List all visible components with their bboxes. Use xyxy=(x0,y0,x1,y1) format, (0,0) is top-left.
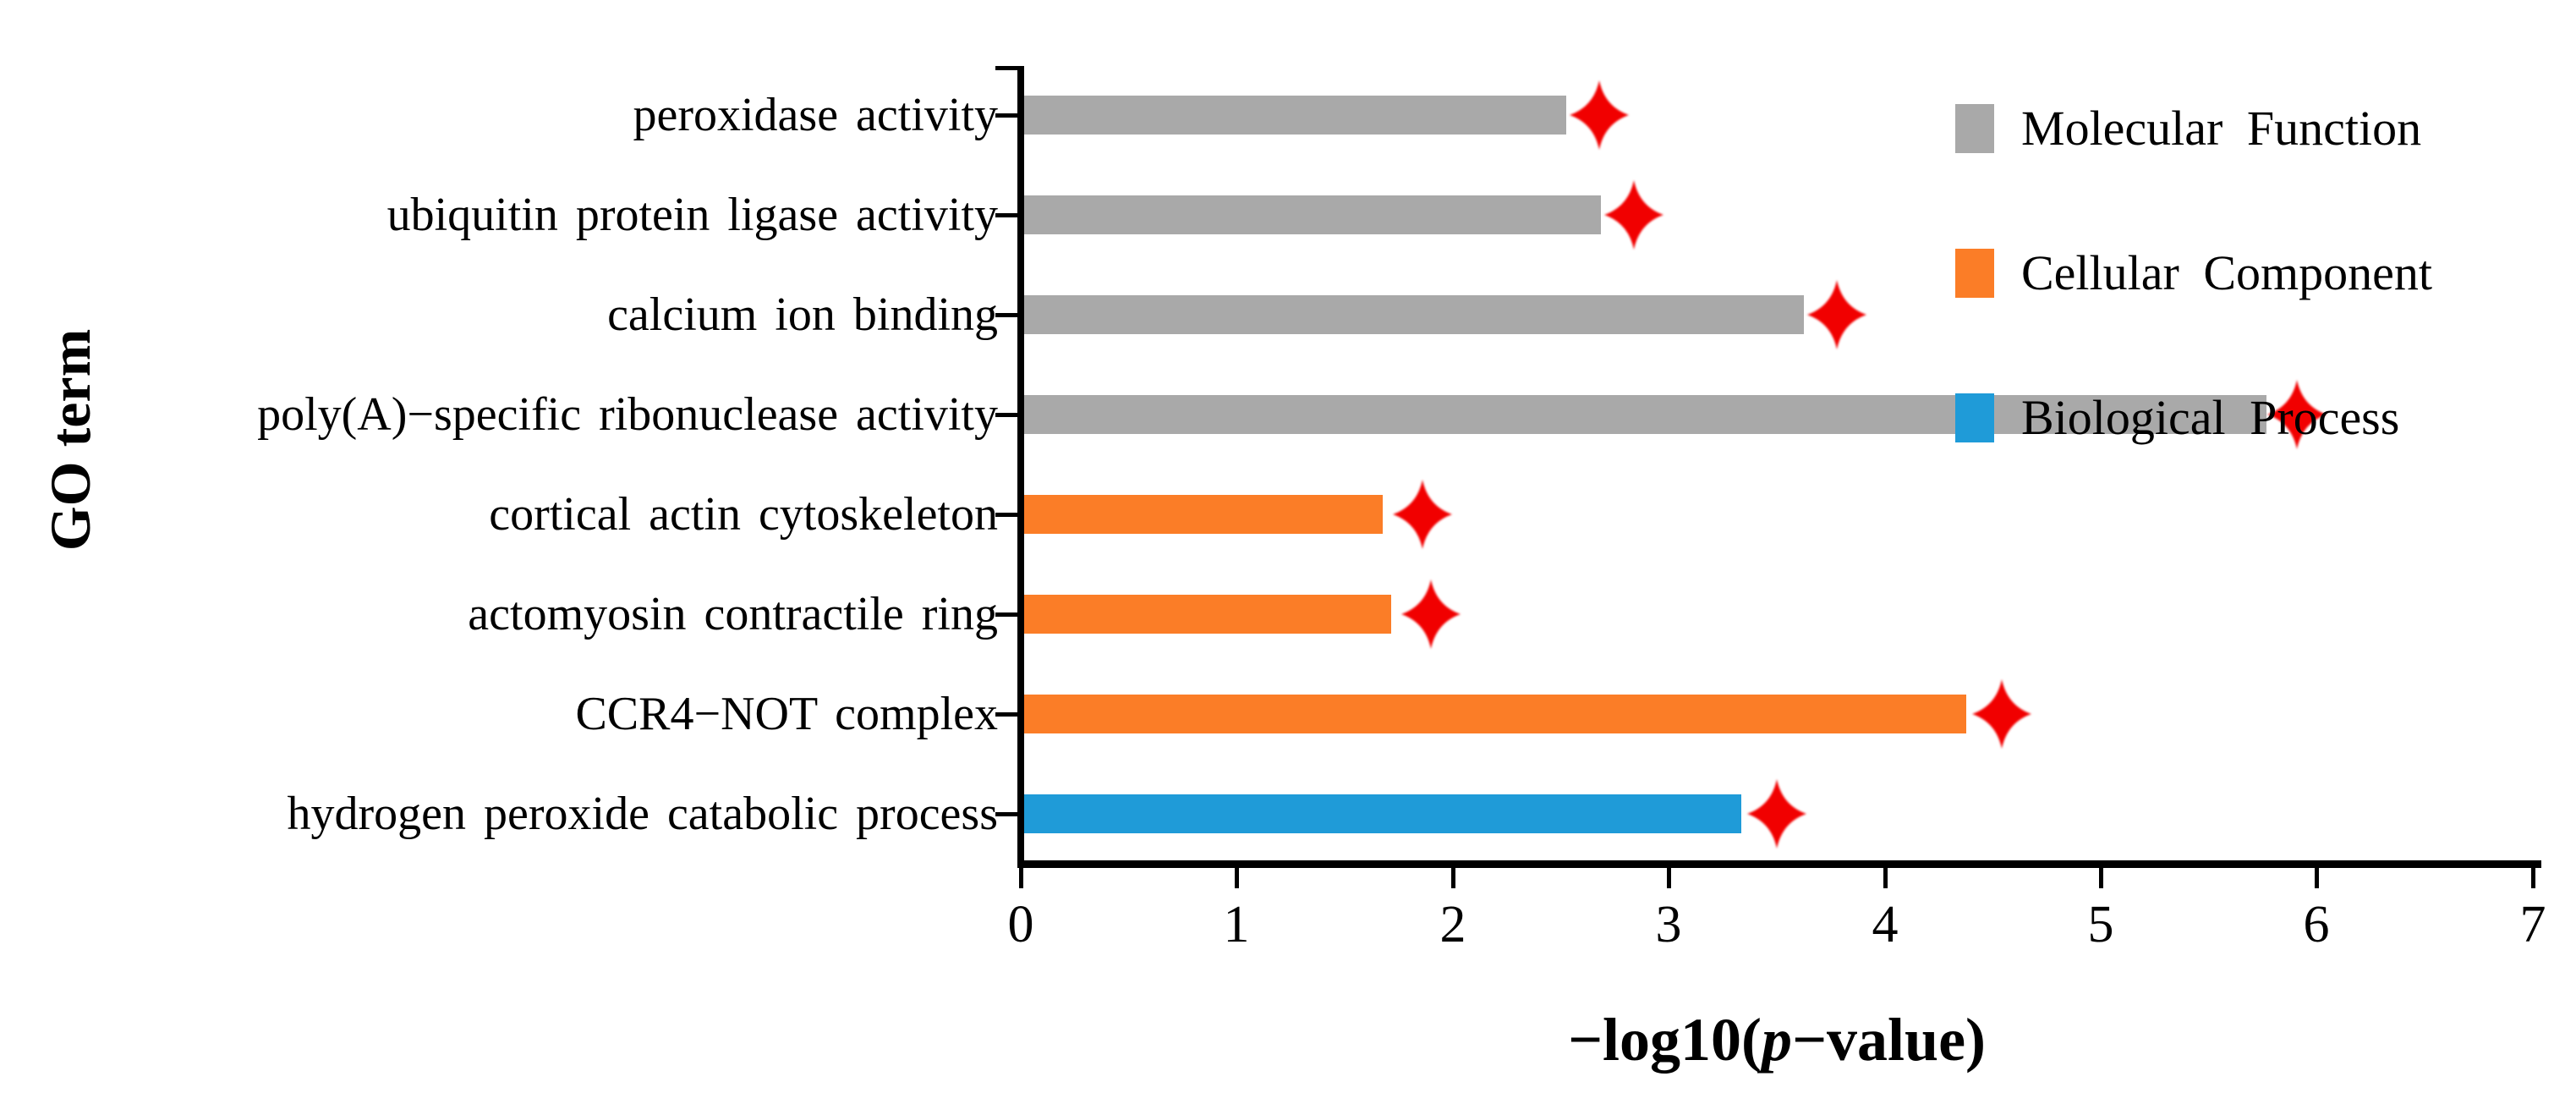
significance-star-icon xyxy=(1397,577,1465,656)
category-label: poly(A)−specific ribonuclease activity xyxy=(257,388,998,441)
significance-star-icon xyxy=(2263,377,2331,456)
x-tick-label: 5 xyxy=(2087,896,2114,953)
legend-item-cellular_component: Cellular Component xyxy=(1955,239,2564,307)
x-axis-tick xyxy=(1019,868,1023,888)
x-axis-tick xyxy=(1883,868,1888,888)
y-axis-tick xyxy=(995,612,1021,617)
legend-swatch-biological_process xyxy=(1955,393,1994,442)
x-axis-title-suffix: −value) xyxy=(1792,1006,1987,1074)
significance-star-icon xyxy=(1565,78,1633,157)
category-label: calcium ion binding xyxy=(607,288,998,341)
x-tick-label: 1 xyxy=(1223,896,1250,953)
y-axis-end-tick xyxy=(995,66,1021,70)
x-axis-tick xyxy=(1235,868,1239,888)
category-label: actomyosin contractile ring xyxy=(468,588,998,640)
significance-star-icon xyxy=(1600,178,1668,256)
y-axis-tick xyxy=(995,213,1021,217)
legend-label: Biological Process xyxy=(2021,390,2400,445)
legend-item-molecular_function: Molecular Function xyxy=(1955,95,2564,162)
bar-cellular_component xyxy=(1024,495,1383,534)
x-axis-tick xyxy=(1451,868,1455,888)
x-axis-tick xyxy=(2099,868,2103,888)
y-axis-tick xyxy=(995,712,1021,717)
legend-label: Molecular Function xyxy=(2021,101,2422,156)
y-axis-tick xyxy=(995,413,1021,417)
x-tick-label: 3 xyxy=(1655,896,1682,953)
bar-molecular_function xyxy=(1024,96,1566,135)
significance-star-icon xyxy=(1743,777,1811,855)
x-axis-tick xyxy=(2315,868,2319,888)
legend-swatch-cellular_component xyxy=(1955,249,1994,298)
bar-molecular_function xyxy=(1024,395,2266,434)
category-label: cortical actin cytoskeleton xyxy=(489,488,998,541)
y-axis-tick xyxy=(995,313,1021,317)
significance-star-icon xyxy=(1968,677,2036,755)
x-tick-label: 7 xyxy=(2519,896,2546,953)
bar-molecular_function xyxy=(1024,295,1804,334)
y-axis-tick xyxy=(995,113,1021,118)
x-tick-label: 4 xyxy=(1872,896,1899,953)
x-tick-label: 2 xyxy=(1439,896,1466,953)
y-axis-tick xyxy=(995,812,1021,816)
legend-label: Cellular Component xyxy=(2021,245,2432,300)
category-label: peroxidase activity xyxy=(633,89,998,141)
legend-item-biological_process: Biological Process xyxy=(1955,384,2564,452)
bar-biological_process xyxy=(1024,794,1741,833)
bar-cellular_component xyxy=(1024,595,1391,634)
x-axis-tick xyxy=(2531,868,2535,888)
y-axis-tick xyxy=(995,513,1021,517)
bar-molecular_function xyxy=(1024,195,1601,234)
category-label: ubiquitin protein ligase activity xyxy=(386,189,998,241)
legend-swatch-molecular_function xyxy=(1955,104,1994,153)
x-tick-label: 6 xyxy=(2303,896,2330,953)
category-label: CCR4−NOT complex xyxy=(575,688,998,740)
x-axis-tick xyxy=(1667,868,1671,888)
x-axis-title: −log10(p−value) xyxy=(1021,1005,2533,1075)
x-axis-line xyxy=(1017,860,2541,868)
bar-cellular_component xyxy=(1024,695,1966,733)
significance-star-icon xyxy=(1803,277,1871,356)
y-axis-line xyxy=(1017,66,1024,868)
significance-star-icon xyxy=(1389,477,1456,556)
x-axis-title-prefix: −log10( xyxy=(1567,1006,1762,1074)
x-tick-label: 0 xyxy=(1007,896,1034,953)
x-axis-title-p: p xyxy=(1762,1006,1792,1074)
category-label: hydrogen peroxide catabolic process xyxy=(287,788,998,840)
